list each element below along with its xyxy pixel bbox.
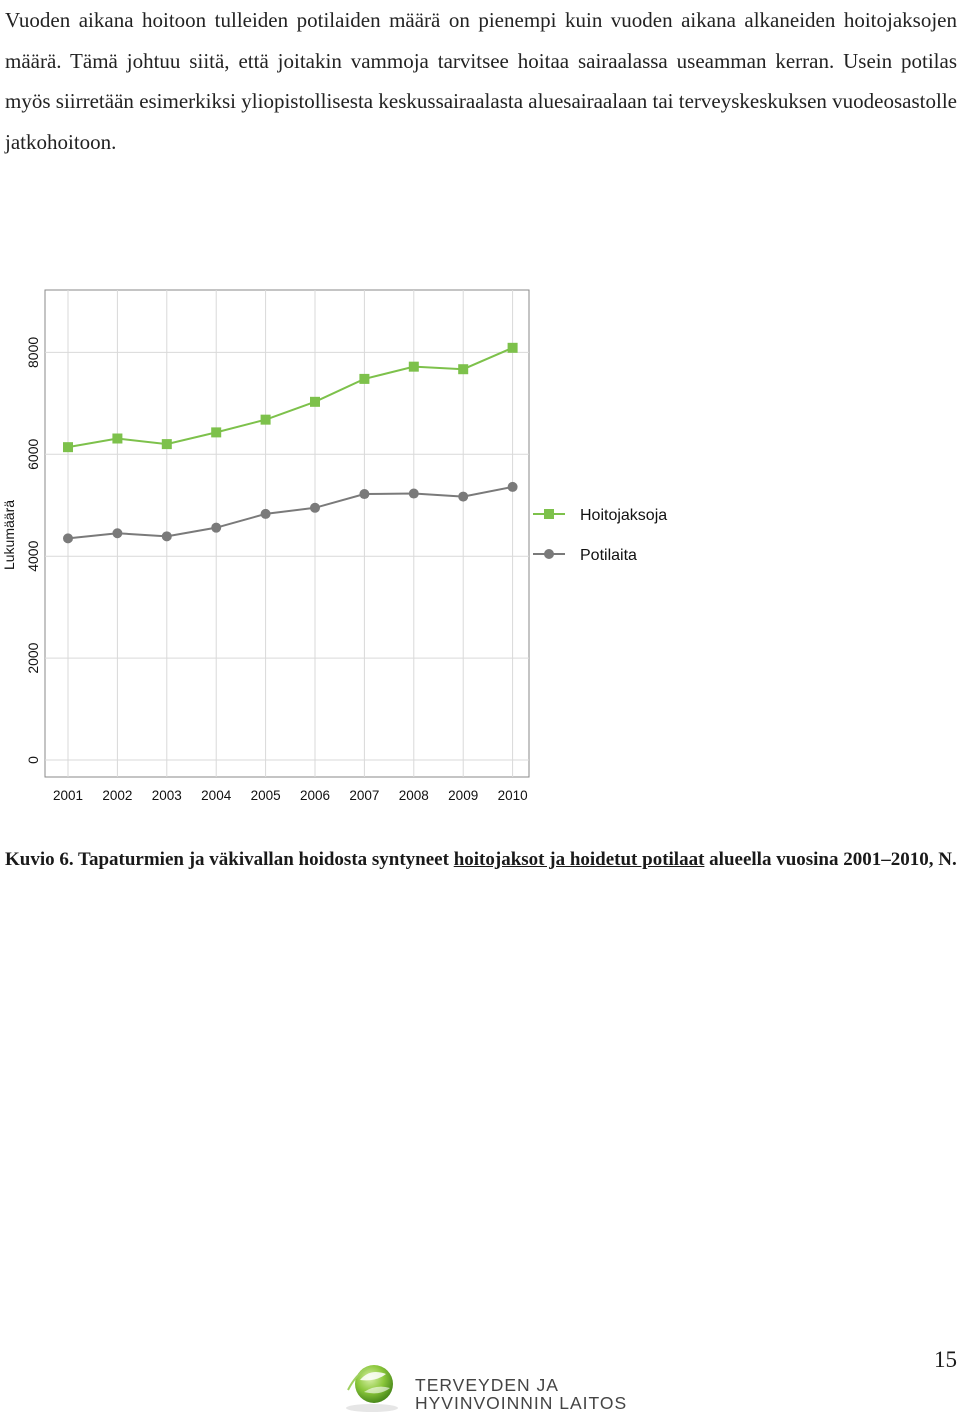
caption-part2: alueella vuosina 2001–2010, N. [704, 849, 957, 870]
x-tick-label: 2006 [300, 788, 330, 803]
series-line-hoitojaksoja [67, 346, 513, 449]
data-point-hoitojaksoja [458, 364, 469, 375]
data-point-potilaita [112, 528, 123, 539]
series-line-potilaita [67, 485, 513, 540]
data-point-hoitojaksoja [63, 442, 73, 453]
y-tick-label: 6000 [25, 439, 41, 470]
data-point-hoitojaksoja [310, 396, 320, 407]
y-tick-label: 8000 [25, 337, 41, 368]
logo-line2: HYVINVOINNIN LAITOS [415, 1393, 628, 1413]
x-tick-label: 2001 [53, 788, 83, 803]
data-point-potilaita [408, 488, 419, 499]
x-tick-label: 2004 [201, 788, 232, 803]
y-tick-label: 4000 [25, 540, 41, 571]
x-tick-label: 2010 [498, 788, 528, 803]
x-tick-label: 2005 [251, 788, 281, 803]
data-point-hoitojaksoja [211, 427, 222, 438]
line-chart: 0 2000 4000 6000 8000 2001 2002 2003 2004 2005 200… [1, 289, 667, 803]
data-point-potilaita [310, 502, 320, 513]
data-point-hoitojaksoja [359, 373, 370, 384]
y-tick-label: 0 [25, 756, 41, 764]
data-point-potilaita [260, 508, 271, 519]
figure-caption: Kuvio 6. Tapaturmien ja väkivallan hoido… [5, 846, 957, 873]
data-point-hoitojaksoja [260, 414, 271, 425]
x-tick-label: 2007 [349, 788, 379, 803]
thl-logo: TERVEYDEN JA HYVINVOINNIN LAITOS [342, 1360, 632, 1415]
x-tick-label: 2008 [399, 788, 429, 803]
data-point-potilaita [507, 481, 518, 492]
data-point-potilaita [458, 491, 469, 502]
legend-label-hoitojaksoja: Hoitojaksoja [580, 507, 667, 524]
y-axis-label: Lukumäärä [1, 500, 17, 570]
x-tick-label: 2003 [152, 788, 182, 803]
x-tick-label: 2009 [448, 788, 478, 803]
page-number: 15 [934, 1347, 957, 1372]
legend-label-potilaita: Potilaita [580, 547, 637, 564]
legend-marker-hoitojaksoja [544, 509, 554, 519]
data-point-hoitojaksoja [408, 361, 419, 372]
data-point-hoitojaksoja [161, 439, 172, 450]
data-point-potilaita [211, 522, 222, 533]
data-point-potilaita [161, 531, 172, 542]
data-point-potilaita [359, 489, 370, 500]
caption-part1: Kuvio 6. Tapaturmien ja väkivallan hoido… [5, 849, 454, 870]
x-tick-label: 2002 [102, 788, 132, 803]
logo-line1: TERVEYDEN JA [415, 1375, 559, 1395]
data-point-hoitojaksoja [112, 433, 123, 444]
data-point-potilaita [63, 533, 73, 544]
thl-globe-icon [346, 1365, 398, 1412]
legend-marker-potilaita [544, 549, 554, 559]
caption-underlined: hoitojaksot ja hoidetut potilaat [453, 849, 705, 870]
intro-paragraph: Vuoden aikana hoitoon tulleiden potilaid… [5, 8, 957, 154]
y-tick-label: 2000 [25, 642, 41, 673]
data-point-hoitojaksoja [507, 342, 518, 353]
